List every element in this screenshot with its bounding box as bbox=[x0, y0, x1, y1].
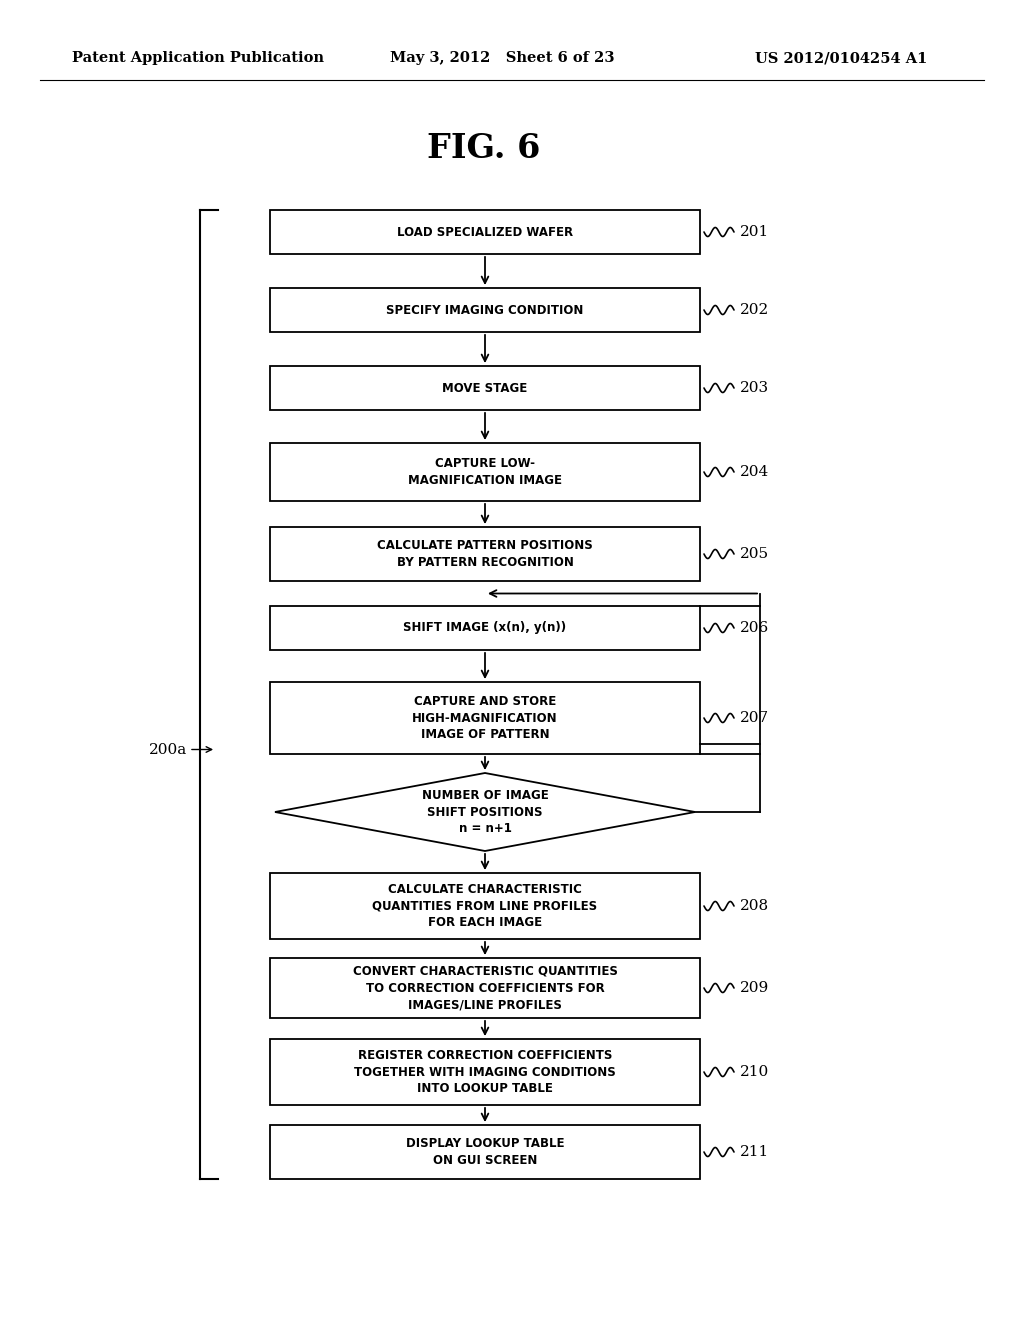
Text: 211: 211 bbox=[740, 1144, 769, 1159]
Text: 203: 203 bbox=[740, 381, 769, 395]
Text: MOVE STAGE: MOVE STAGE bbox=[442, 381, 527, 395]
Bar bbox=[270, 444, 700, 502]
Text: NUMBER OF IMAGE
SHIFT POSITIONS
n = n+1: NUMBER OF IMAGE SHIFT POSITIONS n = n+1 bbox=[422, 789, 549, 836]
Text: 200a: 200a bbox=[148, 742, 187, 756]
Text: 201: 201 bbox=[740, 224, 769, 239]
Bar bbox=[270, 958, 700, 1018]
Bar bbox=[270, 527, 700, 581]
Text: 210: 210 bbox=[740, 1065, 769, 1078]
Text: CAPTURE AND STORE
HIGH-MAGNIFICATION
IMAGE OF PATTERN: CAPTURE AND STORE HIGH-MAGNIFICATION IMA… bbox=[413, 696, 558, 741]
Text: LOAD SPECIALIZED WAFER: LOAD SPECIALIZED WAFER bbox=[397, 226, 573, 239]
Bar bbox=[270, 873, 700, 939]
Bar bbox=[270, 682, 700, 754]
Polygon shape bbox=[275, 774, 695, 851]
Text: May 3, 2012   Sheet 6 of 23: May 3, 2012 Sheet 6 of 23 bbox=[390, 51, 614, 65]
Text: REGISTER CORRECTION COEFFICIENTS
TOGETHER WITH IMAGING CONDITIONS
INTO LOOKUP TA: REGISTER CORRECTION COEFFICIENTS TOGETHE… bbox=[354, 1049, 615, 1096]
Text: 209: 209 bbox=[740, 981, 769, 995]
Text: Patent Application Publication: Patent Application Publication bbox=[72, 51, 324, 65]
Bar bbox=[270, 288, 700, 333]
Text: 206: 206 bbox=[740, 620, 769, 635]
Text: DISPLAY LOOKUP TABLE
ON GUI SCREEN: DISPLAY LOOKUP TABLE ON GUI SCREEN bbox=[406, 1138, 564, 1167]
Bar bbox=[270, 210, 700, 253]
Text: CALCULATE CHARACTERISTIC
QUANTITIES FROM LINE PROFILES
FOR EACH IMAGE: CALCULATE CHARACTERISTIC QUANTITIES FROM… bbox=[373, 883, 598, 929]
Text: 207: 207 bbox=[740, 711, 769, 725]
Bar bbox=[270, 606, 700, 649]
Text: 208: 208 bbox=[740, 899, 769, 913]
Text: US 2012/0104254 A1: US 2012/0104254 A1 bbox=[755, 51, 928, 65]
Text: 202: 202 bbox=[740, 304, 769, 317]
Text: 205: 205 bbox=[740, 546, 769, 561]
Text: CAPTURE LOW-
MAGNIFICATION IMAGE: CAPTURE LOW- MAGNIFICATION IMAGE bbox=[408, 457, 562, 487]
Text: CALCULATE PATTERN POSITIONS
BY PATTERN RECOGNITION: CALCULATE PATTERN POSITIONS BY PATTERN R… bbox=[377, 540, 593, 569]
Bar bbox=[270, 366, 700, 411]
Text: CONVERT CHARACTERISTIC QUANTITIES
TO CORRECTION COEFFICIENTS FOR
IMAGES/LINE PRO: CONVERT CHARACTERISTIC QUANTITIES TO COR… bbox=[352, 965, 617, 1011]
Bar bbox=[270, 1039, 700, 1105]
Text: SHIFT IMAGE (x(n), y(n)): SHIFT IMAGE (x(n), y(n)) bbox=[403, 622, 566, 635]
Text: FIG. 6: FIG. 6 bbox=[427, 132, 541, 165]
Bar bbox=[270, 1125, 700, 1179]
Text: 204: 204 bbox=[740, 465, 769, 479]
Text: SPECIFY IMAGING CONDITION: SPECIFY IMAGING CONDITION bbox=[386, 304, 584, 317]
